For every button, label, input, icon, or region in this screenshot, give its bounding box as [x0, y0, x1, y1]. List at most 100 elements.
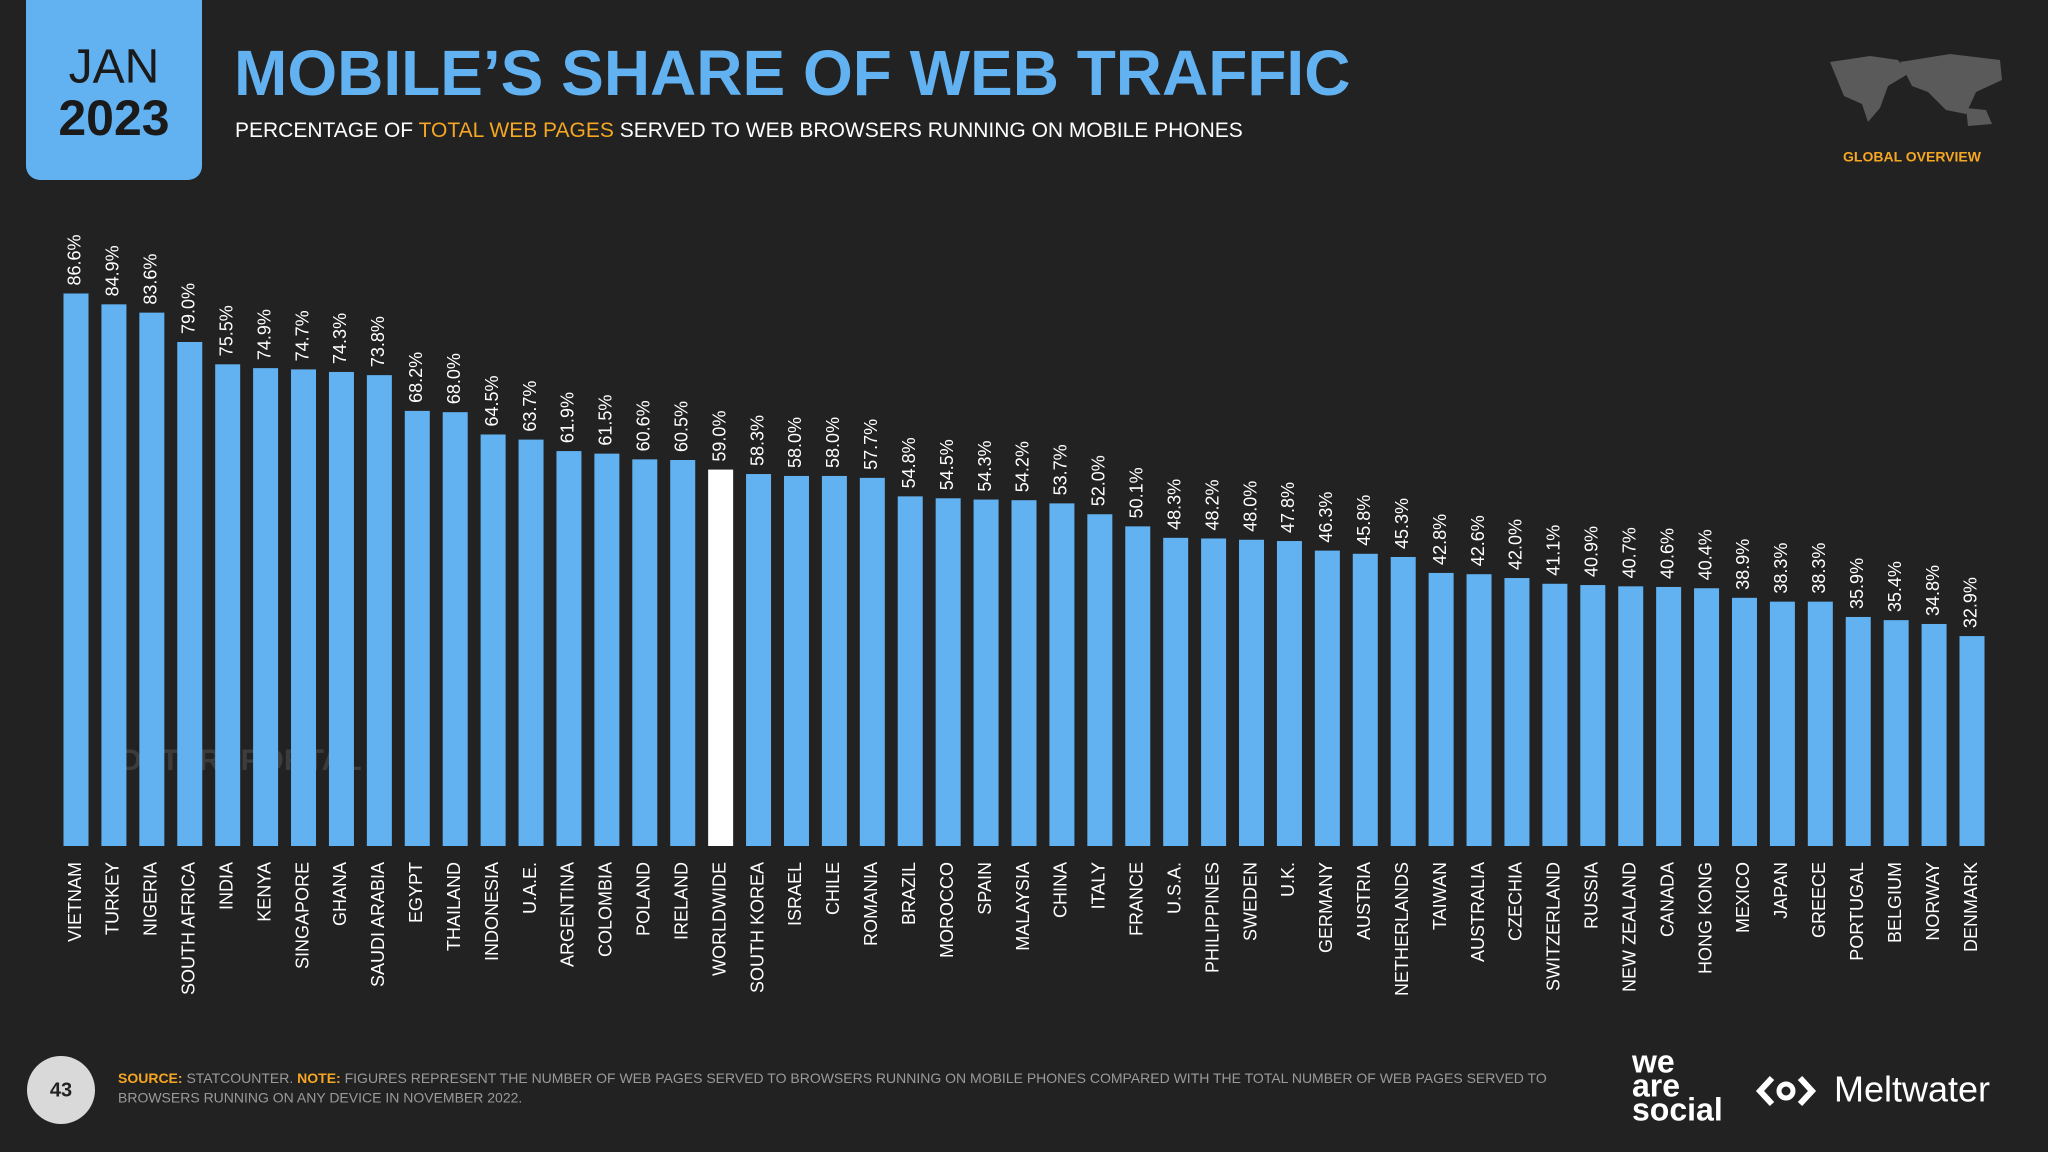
bar [177, 341, 203, 846]
logo-line: we [1631, 1043, 1675, 1079]
value-label: 74.3% [330, 313, 350, 364]
bar [1087, 514, 1113, 846]
value-label: 50.1% [1127, 467, 1147, 518]
value-label: 45.3% [1392, 498, 1412, 549]
subtitle-part: PERCENTAGE OF [235, 119, 419, 142]
bar [973, 499, 999, 846]
bar [1314, 550, 1340, 846]
x-tick-label: NORWAY [1923, 862, 1943, 941]
x-tick-label: AUSTRALIA [1468, 862, 1488, 962]
value-label: 52.0% [1089, 455, 1109, 506]
bar [783, 475, 809, 846]
x-tick-label: THAILAND [444, 862, 464, 951]
x-tick-label: INDIA [216, 862, 236, 910]
bar [746, 474, 772, 846]
bar [1845, 616, 1871, 846]
value-label: 35.9% [1847, 558, 1867, 609]
value-label: 48.0% [1240, 481, 1260, 532]
bar [1618, 586, 1644, 846]
bar [139, 312, 165, 847]
bar [101, 304, 127, 846]
bar [1694, 588, 1720, 846]
value-label: 45.8% [1354, 495, 1374, 546]
section-label: GLOBAL OVERVIEW [1843, 149, 1982, 165]
x-tick-label: POLAND [634, 862, 654, 936]
bar [1959, 636, 1985, 846]
note: BROWSERS RUNNING ON ANY DEVICE IN NOVEMB… [118, 1090, 522, 1106]
bar [1921, 623, 1947, 846]
x-tick-label: SWEDEN [1240, 862, 1260, 941]
bar [366, 375, 392, 846]
note: FIGURES REPRESENT THE NUMBER OF WEB PAGE… [341, 1070, 1547, 1086]
bar [594, 453, 620, 846]
bar [442, 412, 468, 846]
value-label: 57.7% [861, 419, 881, 470]
bar [1466, 574, 1492, 846]
value-label: 74.9% [254, 309, 274, 360]
date-month: JAN [69, 41, 160, 94]
bar [632, 459, 658, 846]
x-tick-label: ITALY [1089, 862, 1109, 909]
value-label: 38.9% [1733, 539, 1753, 590]
source-label: SOURCE: [118, 1070, 183, 1086]
x-tick-label: NETHERLANDS [1392, 862, 1412, 996]
x-tick-label: SPAIN [975, 862, 995, 915]
value-label: 79.0% [179, 283, 199, 334]
x-tick-label: EGYPT [406, 862, 426, 923]
value-label: 73.8% [368, 316, 388, 367]
bar [1201, 538, 1227, 846]
value-label: 60.5% [671, 401, 691, 452]
bar [821, 475, 847, 846]
meltwater-icon [1755, 1075, 1817, 1107]
logo-meltwater: Meltwater [1834, 1069, 1990, 1110]
page-number: 43 [50, 1079, 72, 1101]
logo-line: social [1632, 1091, 1723, 1127]
bar [1428, 572, 1454, 846]
x-tick-label: GHANA [330, 862, 350, 926]
x-tick-label: TAIWAN [1430, 862, 1450, 930]
bar [1542, 583, 1568, 846]
x-tick-label: COLOMBIA [596, 862, 616, 957]
x-tick-label: U.A.E. [520, 862, 540, 914]
bar [1807, 601, 1833, 846]
value-label: 63.7% [520, 381, 540, 432]
bar [1011, 500, 1037, 846]
bar [1276, 541, 1302, 846]
x-tick-label: CANADA [1657, 862, 1677, 937]
x-tick-label: GERMANY [1316, 862, 1336, 953]
bar [1239, 539, 1265, 846]
bar [859, 477, 885, 846]
x-tick-label: INDONESIA [482, 862, 502, 961]
value-label: 35.4% [1885, 561, 1905, 612]
chart-title: MOBILE’S SHARE OF WEB TRAFFIC [234, 37, 1350, 109]
x-tick-label: VIETNAM [65, 862, 85, 942]
value-label: 53.7% [1051, 444, 1071, 495]
world-map-icon [1830, 54, 2002, 126]
x-tick-label: MEXICO [1733, 862, 1753, 933]
value-label: 42.0% [1506, 519, 1526, 570]
value-label: 61.5% [596, 395, 616, 446]
x-tick-label: SWITZERLAND [1544, 862, 1564, 991]
x-tick-label: ARGENTINA [558, 862, 578, 967]
page-badge [27, 1056, 95, 1124]
note-label: NOTE: [297, 1070, 341, 1086]
value-label: 40.6% [1657, 528, 1677, 579]
value-label: 40.7% [1619, 527, 1639, 578]
bar [897, 496, 923, 846]
bar [1049, 503, 1075, 846]
x-tick-label: NIGERIA [141, 862, 161, 936]
value-label: 74.7% [292, 310, 312, 361]
x-tick-label: WORLDWIDE [709, 862, 729, 976]
x-tick-label: TURKEY [103, 862, 123, 935]
x-tick-label: KENYA [254, 862, 274, 922]
source-line: SOURCE: STATCOUNTER. NOTE: FIGURES REPRE… [118, 1070, 1547, 1086]
chart-subtitle: PERCENTAGE OF TOTAL WEB PAGES SERVED TO … [235, 119, 1243, 142]
subtitle-highlight: TOTAL WEB PAGES [419, 119, 614, 142]
value-label: 38.3% [1771, 543, 1791, 594]
bar [1883, 620, 1909, 846]
value-label: 42.6% [1468, 515, 1488, 566]
subtitle-part: SERVED TO WEB BROWSERS RUNNING ON MOBILE… [614, 119, 1243, 142]
x-tick-label: MALAYSIA [1013, 862, 1033, 951]
bar [1390, 556, 1416, 846]
bar [63, 293, 89, 846]
